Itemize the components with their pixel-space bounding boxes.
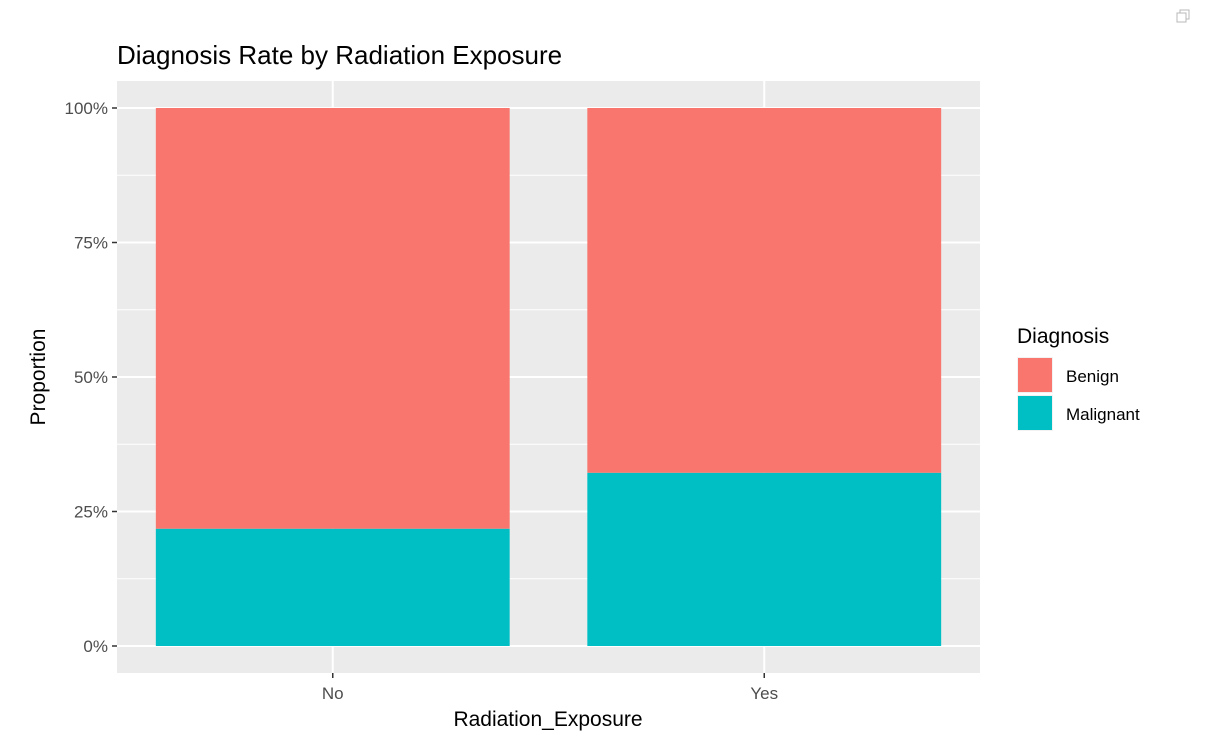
bar-malignant-yes — [587, 472, 942, 646]
chart-title: Diagnosis Rate by Radiation Exposure — [117, 40, 562, 70]
x-tick-label: Yes — [750, 684, 778, 703]
legend: Diagnosis Benign Malignant — [1017, 325, 1140, 431]
y-tick-label: 25% — [74, 503, 108, 522]
x-tick-label: No — [322, 684, 344, 703]
legend-title: Diagnosis — [1017, 325, 1109, 348]
y-tick-label: 100% — [65, 99, 108, 118]
popout-icon[interactable] — [1176, 9, 1190, 23]
x-axis: No Yes — [322, 673, 778, 703]
y-axis-label: Proportion — [27, 329, 50, 426]
bar-benign-no — [155, 108, 510, 529]
bar-malignant-no — [155, 528, 510, 646]
x-axis-label: Radiation_Exposure — [453, 708, 642, 731]
bar-benign-yes — [587, 108, 942, 473]
legend-key-malignant — [1018, 396, 1052, 430]
y-tick-label: 75% — [74, 234, 108, 253]
legend-label-benign: Benign — [1066, 367, 1119, 386]
legend-key-benign — [1018, 358, 1052, 392]
legend-label-malignant: Malignant — [1066, 405, 1140, 424]
y-tick-label: 50% — [74, 368, 108, 387]
y-tick-label: 0% — [83, 637, 108, 656]
bars — [155, 108, 942, 646]
y-axis: 0% 25% 50% 75% 100% — [65, 99, 117, 656]
